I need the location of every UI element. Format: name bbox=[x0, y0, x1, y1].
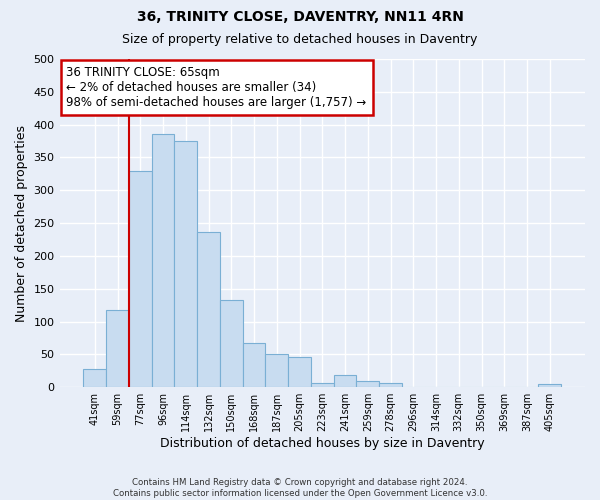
Bar bbox=[175, 141, 197, 387]
Text: Contains HM Land Registry data © Crown copyright and database right 2024.
Contai: Contains HM Land Registry data © Crown c… bbox=[113, 478, 487, 498]
Bar bbox=[288, 357, 311, 387]
Bar bbox=[83, 369, 106, 387]
Bar bbox=[265, 354, 288, 387]
Bar bbox=[152, 134, 175, 387]
Bar bbox=[311, 382, 334, 387]
Bar bbox=[242, 342, 265, 387]
Text: 36, TRINITY CLOSE, DAVENTRY, NN11 4RN: 36, TRINITY CLOSE, DAVENTRY, NN11 4RN bbox=[137, 10, 463, 24]
Y-axis label: Number of detached properties: Number of detached properties bbox=[15, 124, 28, 322]
Bar bbox=[379, 384, 402, 387]
Bar bbox=[197, 232, 220, 387]
X-axis label: Distribution of detached houses by size in Daventry: Distribution of detached houses by size … bbox=[160, 437, 485, 450]
Bar bbox=[129, 170, 152, 387]
Text: 36 TRINITY CLOSE: 65sqm
← 2% of detached houses are smaller (34)
98% of semi-det: 36 TRINITY CLOSE: 65sqm ← 2% of detached… bbox=[67, 66, 367, 109]
Bar bbox=[106, 310, 129, 387]
Bar bbox=[538, 384, 561, 387]
Bar bbox=[334, 376, 356, 387]
Bar bbox=[220, 300, 242, 387]
Bar bbox=[356, 380, 379, 387]
Text: Size of property relative to detached houses in Daventry: Size of property relative to detached ho… bbox=[122, 32, 478, 46]
